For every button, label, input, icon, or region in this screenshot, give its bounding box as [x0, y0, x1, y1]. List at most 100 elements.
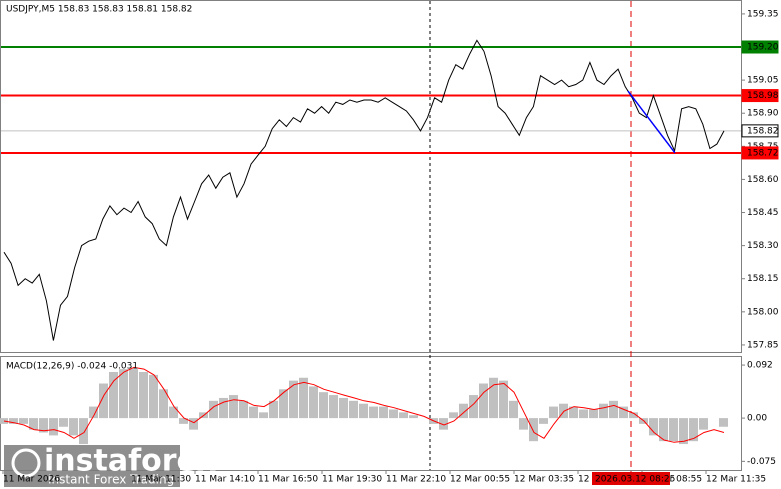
macd-bar	[139, 371, 148, 419]
macd-bar	[399, 412, 408, 419]
x-tick-label: 11 Mar 2026	[3, 475, 60, 485]
cursor-label: 2026.03.12 08:25	[595, 475, 675, 485]
macd-bar	[169, 406, 178, 419]
macd-bar	[629, 412, 638, 419]
x-tick-label: 11 Mar 11:30	[131, 475, 191, 485]
y-tick-label: 158.90	[747, 109, 779, 119]
macd-bar	[409, 415, 418, 419]
macd-bar	[219, 397, 228, 419]
macd-bar	[519, 418, 528, 430]
macd-bar	[189, 418, 198, 430]
macd-bar	[379, 406, 388, 419]
macd-bar	[549, 406, 558, 419]
watermark-tagline: Instant Forex Trading	[48, 473, 174, 487]
macd-bar	[39, 418, 48, 433]
level-label: 158.98	[747, 91, 779, 101]
x-tick-label: 11 Mar 22:10	[386, 475, 446, 485]
macd-bar	[299, 377, 308, 419]
macd-bar	[99, 383, 108, 419]
y-tick-label: 158.15	[747, 274, 779, 284]
watermark-logo	[11, 448, 41, 478]
macd-bar	[529, 418, 538, 442]
macd-bar	[699, 418, 708, 430]
macd-bar	[179, 418, 188, 424]
y2-tick-label: 0.092	[747, 361, 773, 371]
macd-bar	[389, 409, 398, 419]
trend-line	[627, 90, 676, 154]
macd-bar	[259, 412, 268, 419]
y2-tick-label: 0.00	[747, 414, 767, 424]
macd-bar	[309, 386, 318, 419]
macd-bar	[349, 400, 358, 419]
macd-bar	[619, 406, 628, 419]
chart-title: USDJPY,M5 158.83 158.83 158.81 158.82	[6, 5, 192, 15]
macd-bar	[319, 392, 328, 419]
macd-bar	[589, 409, 598, 419]
level-label: 159.20	[747, 43, 779, 53]
macd-bar	[459, 403, 468, 419]
macd-bar	[339, 397, 348, 419]
macd-bar	[489, 377, 498, 419]
macd-bar	[269, 400, 278, 419]
x-tick-label: 12 Mar 00:55	[450, 475, 510, 485]
macd-title: MACD(12,26,9) -0.024 -0.031	[6, 362, 138, 372]
macd-bar	[479, 383, 488, 419]
x-tick-label: 11 Mar 14:10	[195, 475, 255, 485]
price-line	[3, 39, 725, 341]
y-tick-label: 158.00	[747, 307, 779, 317]
y-tick-label: 157.85	[747, 340, 779, 350]
macd-bar	[129, 369, 138, 419]
macd-bar	[9, 418, 18, 424]
macd-bar	[159, 389, 168, 419]
macd-bar	[229, 395, 238, 419]
level-label-box	[741, 146, 779, 160]
macd-bar	[509, 400, 518, 419]
macd-bar	[499, 380, 508, 419]
macd-bar	[539, 418, 548, 424]
macd-bar	[689, 418, 698, 442]
macd-bar	[369, 406, 378, 419]
macd-bar	[29, 418, 38, 430]
macd-bar	[289, 380, 298, 419]
macd-bar	[719, 418, 728, 427]
macd-bar	[19, 418, 28, 424]
level-label-box	[741, 89, 779, 103]
macd-bar	[209, 400, 218, 419]
macd-panel	[0, 356, 742, 471]
y-tick-label: 158.30	[747, 241, 779, 251]
x-tick-label: 12 Mar 08:55	[642, 475, 702, 485]
watermark: instaforex Instant Forex Trading	[4, 444, 216, 487]
macd-bar	[329, 395, 338, 419]
macd-bar	[649, 418, 658, 436]
macd-bar	[239, 400, 248, 419]
macd-bar	[0, 418, 8, 424]
x-tick-label: 12 Mar 03:35	[514, 475, 574, 485]
macd-bar	[609, 400, 618, 419]
macd-signal	[3, 366, 725, 443]
macd-bar	[679, 418, 688, 445]
macd-bar	[79, 418, 88, 445]
macd-bar	[49, 418, 58, 436]
watermark-brand: instaforex	[44, 444, 216, 479]
macd-bar	[579, 409, 588, 419]
macd-bar	[559, 403, 568, 419]
y-tick-label: 159.35	[747, 9, 779, 19]
y-tick-label: 158.45	[747, 208, 779, 218]
level-label-box	[741, 124, 779, 138]
x-tick-label: 12 Mar 11:35	[706, 475, 766, 485]
y2-tick-label: -0.075	[747, 457, 776, 467]
y-tick-label: 158.60	[747, 175, 779, 185]
macd-bar	[659, 418, 668, 442]
macd-bar	[359, 403, 368, 419]
macd-bar	[669, 418, 678, 442]
level-label: 158.82	[747, 126, 779, 136]
x-tick-label: 11 Mar 16:50	[258, 475, 318, 485]
cursor-label-box	[592, 472, 670, 485]
x-tick-label: 11 Mar 19:30	[322, 475, 382, 485]
y-tick-label: 159.05	[747, 76, 779, 86]
macd-bar	[599, 403, 608, 419]
macd-bar	[89, 406, 98, 419]
macd-bar	[569, 406, 578, 419]
macd-bar	[279, 389, 288, 419]
